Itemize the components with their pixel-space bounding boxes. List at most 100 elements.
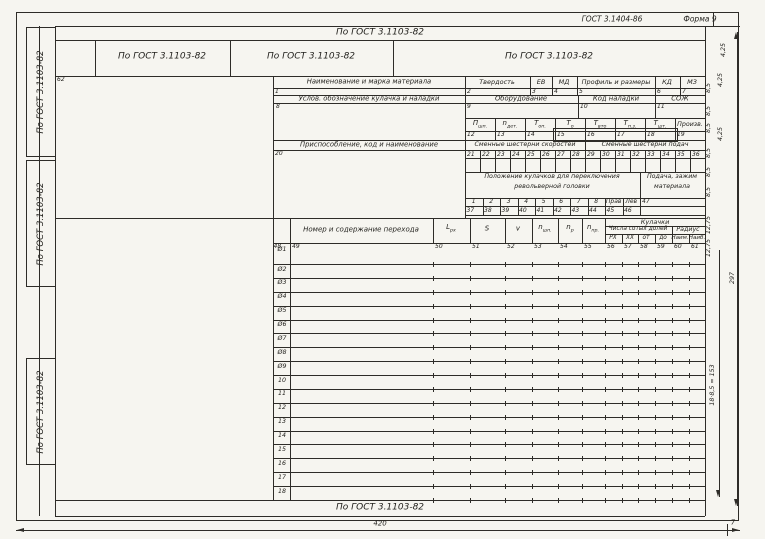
column-label: Числа сотых долей <box>608 226 668 233</box>
dim-tick-9: 8,5 <box>704 186 712 198</box>
column-label: nр <box>566 222 574 233</box>
grid-hline <box>273 95 705 96</box>
grid-vline <box>672 414 673 420</box>
grid-hline <box>273 277 705 279</box>
grid-vline <box>470 428 471 434</box>
dim-tick-3: 4,25 <box>716 72 724 88</box>
grid-vline <box>672 331 673 337</box>
column-label: Пшп. <box>472 118 488 129</box>
grid-vline <box>638 317 639 323</box>
grid-vline <box>558 317 559 323</box>
grid-vline <box>672 428 673 434</box>
grid-vline <box>480 150 481 172</box>
cell-number: 6 <box>657 87 661 95</box>
grid-vline <box>672 275 673 281</box>
cell-number: 59 <box>657 243 665 250</box>
grid-vline <box>290 218 291 500</box>
dim-tick-2: 8,5 <box>704 82 712 94</box>
grid-vline <box>470 289 471 295</box>
row-number: Ø6 <box>277 321 287 329</box>
grid-vline <box>713 12 714 26</box>
grid-vline <box>638 275 639 281</box>
grid-vline <box>470 400 471 406</box>
grid-vline <box>689 262 690 267</box>
grid-vline <box>622 373 623 379</box>
grid-vline <box>582 470 583 476</box>
grid-vline <box>470 331 471 337</box>
grid-vline <box>672 400 673 406</box>
grid-vline <box>605 359 606 365</box>
grid-vline <box>540 150 541 172</box>
grid-vline <box>552 76 553 95</box>
grid-vline <box>470 317 471 323</box>
grid-vline <box>532 262 533 267</box>
grid-vline <box>585 118 586 140</box>
grid-vline <box>622 442 623 448</box>
dim-arrow-right-icon <box>732 527 739 532</box>
grid-hline <box>55 40 705 41</box>
cell-number: 44 <box>589 206 597 214</box>
grid-vline <box>505 428 506 434</box>
grid-vline <box>638 400 639 406</box>
sketch-cell-number: 62 <box>57 76 65 83</box>
column-label: Твердость <box>479 77 515 86</box>
cell-number: 49 <box>292 243 300 250</box>
grid-vline <box>605 198 606 215</box>
row-number: 14 <box>277 432 287 440</box>
grid-vline <box>655 234 656 243</box>
grid-vline <box>638 373 639 379</box>
grid-vline <box>532 428 533 434</box>
grid-vline <box>582 303 583 309</box>
side-gost-box-3: По ГОСТ 3.1103-82 <box>26 358 56 465</box>
grid-vline <box>605 303 606 309</box>
turret-position-label: 2 <box>489 198 494 205</box>
grid-vline <box>558 303 559 309</box>
grid-vline <box>505 442 506 448</box>
grid-vline <box>532 331 533 337</box>
grid-vline <box>622 414 623 420</box>
grid-vline <box>582 373 583 379</box>
grid-vline <box>555 118 556 140</box>
grid-vline <box>433 345 434 351</box>
dim-rows-line <box>719 250 720 497</box>
grid-vline <box>433 456 434 462</box>
form-number: Форма 9 <box>683 14 717 24</box>
grid-vline <box>605 386 606 392</box>
cell-number: 57 <box>624 243 632 250</box>
dim-tick-10: 12,75 <box>704 215 712 235</box>
grid-vline <box>532 359 533 365</box>
column-label: Приспособление, код и наименование <box>299 140 439 149</box>
grid-vline <box>500 198 501 215</box>
column-label: Тшт. <box>653 118 667 129</box>
cell-number: 38 <box>484 206 492 214</box>
grid-vline <box>655 275 656 281</box>
grid-vline <box>505 414 506 420</box>
grid-vline <box>605 345 606 351</box>
cell-number: 42 <box>554 206 562 214</box>
column-label: v <box>515 224 521 232</box>
dim-row-calc-label: 18·8,5 = 153 <box>708 364 716 406</box>
grid-vline <box>645 118 646 140</box>
grid-vline <box>605 428 606 434</box>
grid-vline <box>582 289 583 295</box>
cell-number: 61 <box>691 243 699 250</box>
turret-position-label: 8 <box>594 198 599 205</box>
cell-number: 19 <box>677 131 685 138</box>
cell-number: 11 <box>657 103 665 110</box>
column-label: револьверной головки <box>514 182 590 190</box>
grid-vline <box>672 317 673 323</box>
grid-hline <box>55 516 705 517</box>
grid-vline <box>433 289 434 295</box>
cell-number: 47 <box>642 198 650 205</box>
grid-vline <box>582 456 583 462</box>
grid-vline <box>638 414 639 420</box>
grid-vline <box>470 386 471 392</box>
grid-vline <box>605 470 606 476</box>
grid-vline <box>605 400 606 406</box>
column-label: Сменные шестерни скоростей <box>474 140 576 148</box>
grid-vline <box>505 456 506 462</box>
grid-vline <box>433 484 434 490</box>
grid-vline <box>433 386 434 392</box>
grid-vline <box>505 317 506 323</box>
grid-vline <box>689 345 690 351</box>
